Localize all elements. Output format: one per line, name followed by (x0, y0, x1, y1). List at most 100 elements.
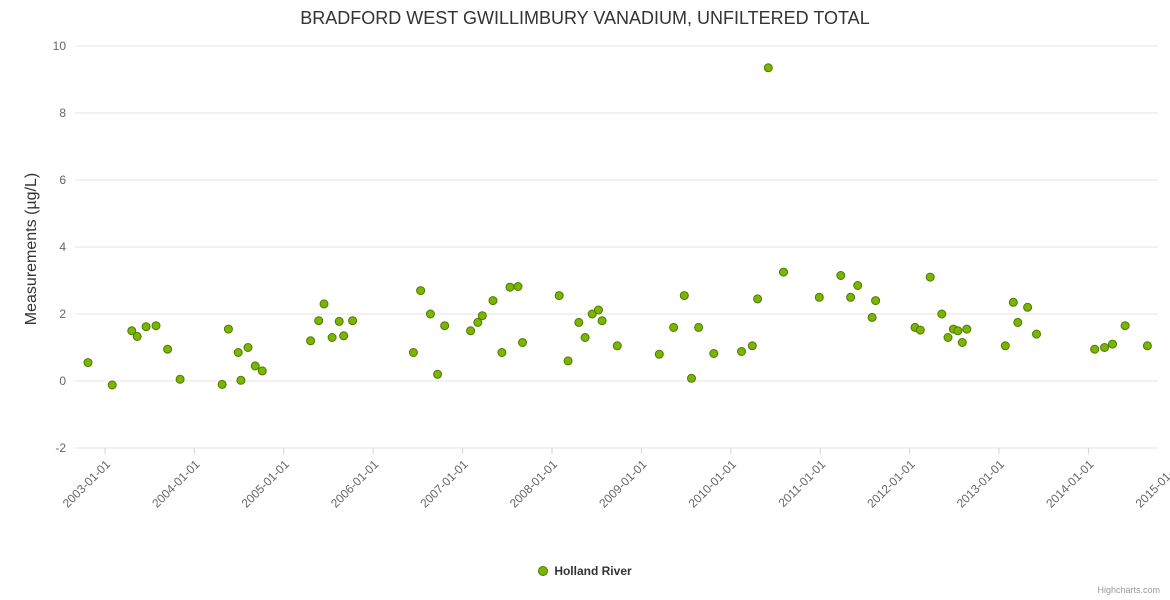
data-point[interactable] (513, 282, 523, 291)
data-point[interactable] (1090, 344, 1100, 354)
data-point[interactable] (107, 380, 117, 390)
data-point[interactable] (127, 326, 137, 336)
data-point[interactable] (473, 317, 483, 327)
x-axis-tick-label: 2012-01-01 (864, 457, 918, 511)
data-point[interactable] (1142, 341, 1152, 351)
data-point[interactable] (505, 282, 515, 292)
data-point[interactable] (175, 374, 185, 384)
data-point[interactable] (151, 321, 161, 331)
data-point[interactable] (871, 296, 881, 306)
data-point[interactable] (217, 379, 227, 389)
legend-item-holland-river[interactable]: Holland River (538, 564, 632, 578)
data-point[interactable] (339, 331, 349, 341)
data-point[interactable] (654, 349, 664, 359)
data-point[interactable] (319, 299, 329, 309)
data-point[interactable] (314, 316, 324, 326)
x-axis-tick-label: 2003-01-01 (60, 457, 114, 511)
data-point[interactable] (679, 291, 689, 301)
data-point[interactable] (943, 333, 953, 342)
data-point[interactable] (867, 312, 877, 322)
data-point[interactable] (1008, 297, 1018, 307)
data-point[interactable] (306, 336, 316, 346)
data-point[interactable] (962, 324, 972, 334)
data-point[interactable] (518, 338, 527, 347)
data-point[interactable] (132, 331, 142, 341)
data-point[interactable] (779, 267, 788, 277)
data-point[interactable] (1100, 343, 1109, 352)
data-point[interactable] (687, 373, 696, 383)
data-point[interactable] (433, 369, 443, 379)
y-axis-tick-label: 0 (59, 374, 66, 388)
data-point[interactable] (1000, 341, 1010, 351)
chart-title: BRADFORD WEST GWILLIMBURY VANADIUM, UNFI… (300, 8, 870, 28)
data-point[interactable] (957, 338, 967, 347)
data-point[interactable] (574, 317, 584, 327)
data-point[interactable] (554, 291, 564, 301)
data-point[interactable] (814, 292, 824, 302)
data-point[interactable] (425, 309, 435, 319)
data-point[interactable] (836, 271, 846, 280)
data-point[interactable] (597, 316, 607, 326)
data-point[interactable] (233, 348, 243, 357)
data-point[interactable] (709, 349, 719, 358)
x-axis-tick-label: 2007-01-01 (417, 457, 471, 511)
y-axis-tick-label: 10 (53, 39, 67, 53)
data-point[interactable] (466, 326, 476, 336)
data-point[interactable] (408, 348, 418, 357)
data-point[interactable] (594, 305, 603, 315)
x-axis-tick-label: 2005-01-01 (239, 457, 293, 511)
data-point[interactable] (669, 322, 679, 332)
data-point[interactable] (416, 286, 426, 296)
y-axis-tick-label: 4 (59, 240, 66, 254)
x-axis-tick-label: 2004-01-01 (149, 457, 203, 511)
y-axis-tick-label: 8 (59, 106, 66, 120)
data-point[interactable] (163, 344, 173, 354)
data-point[interactable] (141, 322, 151, 332)
data-point[interactable] (747, 341, 757, 351)
y-axis-tick-label: -2 (55, 441, 66, 455)
x-axis-tick-label: 2013-01-01 (954, 457, 1008, 511)
data-point[interactable] (853, 281, 863, 290)
x-axis-tick-label: 2011-01-01 (776, 457, 829, 510)
data-point[interactable] (846, 292, 856, 302)
legend: Holland River (0, 564, 1170, 578)
data-point[interactable] (915, 325, 925, 335)
x-axis-tick-label: 2006-01-01 (328, 457, 382, 511)
data-point[interactable] (334, 316, 344, 326)
data-point[interactable] (1120, 321, 1130, 331)
data-point[interactable] (223, 324, 233, 334)
data-point[interactable] (327, 333, 337, 342)
data-point[interactable] (753, 294, 763, 304)
data-point[interactable] (1023, 302, 1033, 312)
data-point[interactable] (257, 366, 267, 376)
data-point[interactable] (763, 63, 773, 73)
data-point[interactable] (1032, 329, 1041, 339)
data-point[interactable] (563, 356, 573, 366)
data-point[interactable] (580, 333, 590, 342)
data-point[interactable] (477, 311, 487, 321)
data-point[interactable] (694, 322, 704, 332)
highcharts-credits-link[interactable]: Highcharts.com (1097, 585, 1160, 595)
data-point[interactable] (440, 321, 450, 331)
data-point[interactable] (488, 296, 498, 306)
x-axis-tick-label: 2008-01-01 (507, 457, 561, 511)
data-point[interactable] (953, 326, 963, 336)
data-point[interactable] (250, 361, 260, 371)
data-point[interactable] (1108, 339, 1117, 349)
data-point[interactable] (925, 272, 935, 282)
x-axis-tick-label: 2009-01-01 (596, 457, 650, 511)
data-point[interactable] (937, 309, 947, 319)
data-point[interactable] (587, 309, 597, 319)
data-point[interactable] (1013, 317, 1023, 327)
data-point[interactable] (497, 348, 507, 357)
data-point[interactable] (83, 358, 93, 368)
data-point[interactable] (243, 343, 253, 352)
x-axis-tick-label: 2015-01-01 (1133, 457, 1170, 511)
data-point[interactable] (348, 316, 358, 326)
data-point[interactable] (737, 347, 746, 356)
legend-marker-icon (538, 566, 549, 576)
data-point[interactable] (612, 341, 622, 351)
data-point[interactable] (236, 375, 246, 385)
